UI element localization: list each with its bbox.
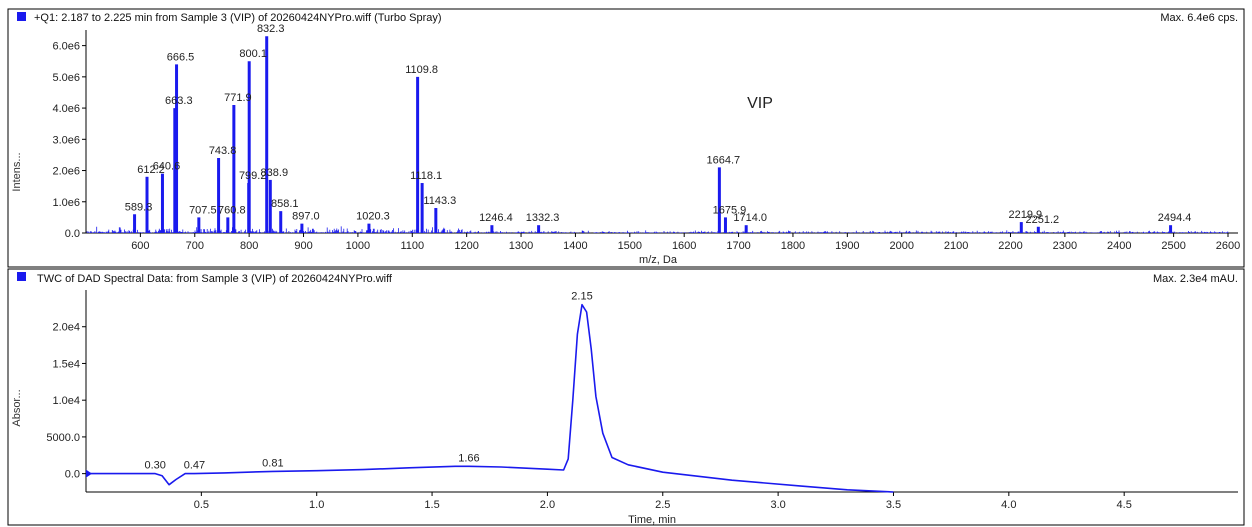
peak-label: 1664.7	[707, 154, 741, 166]
x-tick-label: 1600	[672, 240, 696, 252]
y-tick-label: 0.0	[65, 228, 80, 240]
x-tick-label: 600	[131, 240, 149, 252]
peak-label: 800.1	[239, 48, 267, 60]
x-tick-label: 1.5	[424, 499, 439, 511]
peak-label: 799.2	[239, 170, 267, 182]
peak-label: 2494.4	[1158, 212, 1192, 224]
chromatogram-frame	[7, 268, 1245, 526]
x-tick-label: 900	[294, 240, 312, 252]
peak-label: 666.5	[167, 51, 195, 63]
x-tick-label: 2200	[998, 240, 1022, 252]
x-tick-label: 1.0	[309, 499, 324, 511]
peak-label: 2219.9	[1008, 209, 1042, 221]
peak-label: 1714.0	[733, 212, 767, 224]
chromatogram-y-label: Absor...	[11, 389, 23, 426]
x-tick-label: 1200	[454, 240, 478, 252]
mass-spectrum-panel: +Q1: 2.187 to 2.225 min from Sample 3 (V…	[7, 8, 1245, 268]
x-tick-label: 4.5	[1117, 499, 1132, 511]
peak-label: 897.0	[292, 211, 320, 223]
chromatogram-trace	[86, 303, 894, 493]
peak-label: 832.3	[257, 23, 285, 35]
peak-label: 2251.2	[1025, 214, 1059, 226]
x-tick-label: 2400	[1107, 240, 1131, 252]
y-tick-label: 2.0e4	[52, 322, 80, 334]
x-tick-label: 1900	[835, 240, 859, 252]
y-tick-label: 5000.0	[46, 432, 80, 444]
mass-spectrum-max-label: Max. 6.4e6 cps.	[1160, 12, 1238, 24]
peak-label: 760.8	[218, 204, 246, 216]
x-tick-label: 2300	[1053, 240, 1077, 252]
y-tick-label: 1.5e4	[52, 358, 80, 370]
peak-label: 743.8	[209, 145, 237, 157]
peak-label: 858.1	[271, 198, 299, 210]
peak-label: 1.66	[458, 452, 479, 464]
mass-spectrum-plot: 600 700 800 900 1000 1100 1200 1300 1400 1500 1600…	[52, 23, 1240, 252]
peak-label: 1020.3	[356, 211, 390, 223]
x-tick-label: 2600	[1216, 240, 1240, 252]
spectrum-annotation: VIP	[747, 95, 773, 112]
peak-label: 1143.3	[423, 195, 456, 207]
chromatogram-max-label: Max. 2.3e4 mAU.	[1153, 273, 1238, 285]
x-tick-label: 1000	[346, 240, 370, 252]
x-tick-label: 1800	[781, 240, 805, 252]
peak-label: 1332.3	[526, 212, 560, 224]
mass-spectrum-x-label: m/z, Da	[639, 254, 678, 266]
peak-label: 589.3	[125, 201, 153, 213]
mass-spectrum-frame	[7, 8, 1245, 268]
y-tick-label: 0.0	[65, 469, 80, 481]
x-tick-label: 1700	[726, 240, 750, 252]
peak-label: 1675.9	[713, 204, 747, 216]
peak-label: 707.5	[189, 204, 217, 216]
peak-label: 0.81	[262, 457, 283, 469]
peak-label: 838.9	[261, 167, 289, 179]
x-tick-label: 2000	[889, 240, 913, 252]
y-tick-label: 1.0e6	[52, 197, 80, 209]
x-tick-label: 700	[186, 240, 204, 252]
spectrum-noise	[86, 226, 1229, 233]
peak-label: 640.6	[153, 161, 181, 173]
x-tick-label: 2.5	[655, 499, 670, 511]
x-tick-label: 1300	[509, 240, 533, 252]
peak-label: 2.15	[571, 291, 592, 303]
x-tick-label: 2100	[944, 240, 968, 252]
y-tick-label: 4.0e6	[52, 103, 80, 115]
peak-label: 0.30	[145, 460, 166, 472]
x-tick-label: 2500	[1161, 240, 1185, 252]
peak-label: 771.9	[224, 92, 252, 104]
y-tick-label: 6.0e6	[52, 41, 80, 53]
x-tick-label: 1100	[400, 240, 424, 252]
y-tick-label: 2.0e6	[52, 166, 80, 178]
chromatogram-panel: TWC of DAD Spectral Data: from Sample 3 …	[7, 268, 1245, 526]
x-tick-label: 800	[240, 240, 258, 252]
y-tick-label: 3.0e6	[52, 134, 80, 146]
chromatogram-plot: 0.5 1.0 1.5 2.0 2.5 3.0 3.5 4.0 4.5 0.0 5000.0 1.0e…	[46, 290, 1238, 511]
peak-label: 1118.1	[410, 170, 442, 182]
y-tick-label: 5.0e6	[52, 72, 80, 84]
peak-label: 1109.8	[405, 64, 438, 76]
x-tick-label: 4.0	[1001, 499, 1016, 511]
series-marker	[17, 272, 26, 281]
peak-label: 1246.4	[479, 212, 513, 224]
mass-spectrum-header: +Q1: 2.187 to 2.225 min from Sample 3 (V…	[34, 12, 442, 24]
x-tick-label: 3.0	[770, 499, 785, 511]
y-tick-label: 1.0e4	[52, 395, 80, 407]
peak-label: 663.3	[165, 95, 193, 107]
chromatogram-header: TWC of DAD Spectral Data: from Sample 3 …	[37, 273, 393, 285]
series-marker	[17, 12, 26, 21]
x-tick-label: 3.5	[886, 499, 901, 511]
chromatogram-x-label: Time, min	[628, 514, 676, 526]
x-tick-label: 1400	[563, 240, 587, 252]
peak-label: 0.47	[184, 460, 205, 472]
x-tick-label: 0.5	[194, 499, 209, 511]
mass-spectrum-y-label: Intens...	[11, 152, 23, 191]
peak-label: 612.2	[137, 164, 165, 176]
x-tick-label: 2.0	[540, 499, 555, 511]
x-tick-label: 1500	[618, 240, 642, 252]
